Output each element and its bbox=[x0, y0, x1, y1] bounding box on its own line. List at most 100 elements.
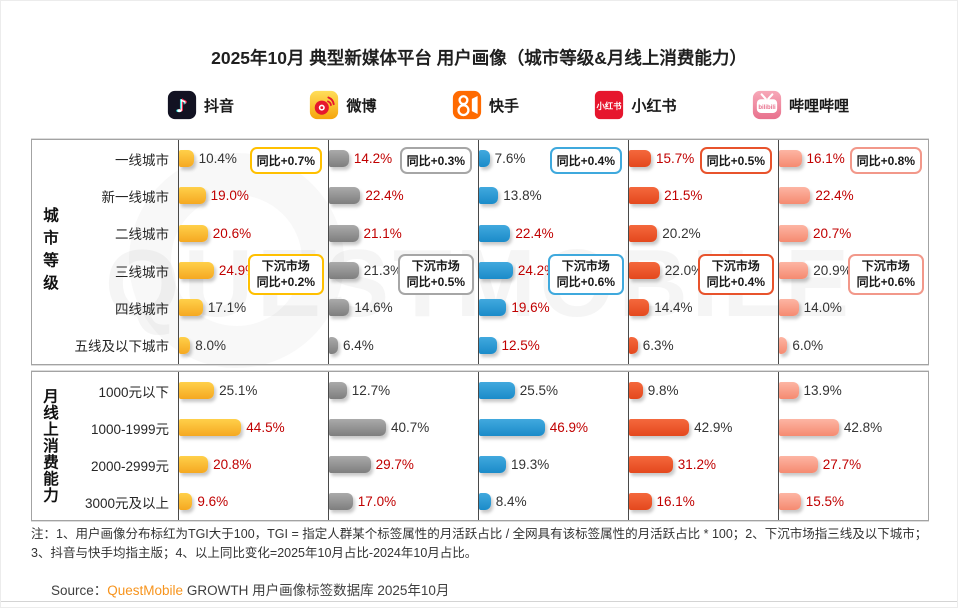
douyin-value: 44.5% bbox=[246, 420, 285, 435]
page-title: 2025年10月 典型新媒体平台 用户画像（城市等级&月线上消费能力） bbox=[211, 48, 747, 68]
row-labels: 一线城市 新一线城市 二线城市 三线城市 四线城市 五线及以下城市 bbox=[66, 140, 178, 364]
kuaishou-value: 46.9% bbox=[549, 420, 588, 435]
xiaohongshu-row: 6.3% bbox=[629, 327, 778, 364]
footnote: 注：1、用户画像分布标红为TGI大于100，TGI = 指定人群某个标签属性的月… bbox=[31, 527, 928, 560]
kuaishou-sink-badge: 下沉市场 同比+0.6% bbox=[547, 254, 624, 296]
douyin-row: 20.8% bbox=[179, 446, 328, 483]
weibo-bar bbox=[329, 336, 338, 354]
kuaishou-column: 25.5% 46.9% 19.3% 8.4% bbox=[478, 372, 628, 520]
xiaohongshu-value: 42.9% bbox=[694, 420, 733, 435]
douyin-row: 44.5% bbox=[179, 409, 328, 446]
row-label: 2000-2999元 bbox=[90, 458, 169, 474]
bilibili-bar bbox=[779, 187, 811, 205]
douyin-row: 20.6% bbox=[179, 215, 328, 252]
douyin-bar bbox=[179, 493, 193, 510]
douyin-bar bbox=[179, 382, 215, 399]
douyin-icon: ♪ ♪ ♪ bbox=[167, 90, 197, 120]
weibo-yoy-badge: 同比+0.3% bbox=[399, 147, 472, 174]
douyin-row: 24.9% bbox=[179, 252, 328, 289]
sink-badge-line1: 下沉市场 bbox=[261, 259, 310, 273]
kuaishou-value: 19.3% bbox=[511, 457, 550, 472]
kuaishou-bar bbox=[479, 419, 545, 436]
xiaohongshu-value: 9.8% bbox=[647, 383, 679, 398]
xiaohongshu-bar bbox=[629, 493, 652, 510]
xiaohongshu-column: 9.8% 42.9% 31.2% 16.1% bbox=[628, 372, 778, 520]
weibo-value: 6.4% bbox=[343, 337, 374, 353]
bilibili-bar bbox=[779, 493, 801, 510]
kuaishou-bar bbox=[479, 224, 511, 242]
sink-badge-line2: 同比+0.2% bbox=[256, 274, 315, 289]
kuaishou-value: 12.5% bbox=[501, 337, 540, 353]
bilibili-bar bbox=[779, 299, 799, 317]
sink-badge-line1: 下沉市场 bbox=[861, 259, 910, 273]
weibo-value: 29.7% bbox=[375, 457, 414, 472]
douyin-row: 9.6% bbox=[179, 483, 328, 520]
bilibili-row: 27.7% bbox=[779, 446, 928, 483]
platform-douyin: ♪ ♪ ♪ 抖音 bbox=[167, 90, 234, 120]
bilibili-row: 13.9% bbox=[779, 372, 928, 409]
xiaohongshu-value: 6.3% bbox=[642, 337, 674, 353]
bilibili-bar bbox=[779, 456, 818, 473]
weibo-bar bbox=[329, 456, 371, 473]
kuaishou-bar bbox=[479, 382, 515, 399]
kuaishou-value: 22.4% bbox=[515, 225, 554, 241]
sink-badge-line2: 同比+0.6% bbox=[556, 274, 615, 289]
weibo-row: 12.7% bbox=[329, 372, 478, 409]
xiaohongshu-value: 31.2% bbox=[677, 457, 716, 472]
weibo-bar bbox=[329, 493, 353, 510]
source-brand: QuestMobile bbox=[107, 583, 184, 598]
weibo-row: 22.4% bbox=[329, 177, 478, 214]
kuaishou-value: 13.8% bbox=[503, 188, 542, 204]
weibo-bar bbox=[329, 187, 361, 205]
douyin-bar bbox=[179, 262, 214, 280]
bilibili-value: 15.5% bbox=[805, 494, 844, 509]
section-label-spend: 月线上消费能力 bbox=[32, 372, 66, 520]
kuaishou-bar bbox=[479, 456, 506, 473]
weibo-row: 6.4% bbox=[329, 327, 478, 364]
kuaishou-yoy-badge: 同比+0.4% bbox=[549, 147, 622, 174]
bilibili-bar bbox=[779, 224, 808, 242]
weibo-column: 12.7% 40.7% 29.7% 17.0% bbox=[328, 372, 478, 520]
svg-text:bilibili: bilibili bbox=[758, 105, 776, 111]
platform-label: 微博 bbox=[346, 97, 377, 115]
section-label-text: 月线上消费能力 bbox=[41, 388, 58, 504]
bottom-divider bbox=[1, 601, 957, 602]
xiaohongshu-bar bbox=[629, 150, 651, 168]
bilibili-value: 20.7% bbox=[813, 225, 852, 241]
xiaohongshu-bar bbox=[629, 224, 658, 242]
bilibili-value: 22.4% bbox=[815, 188, 854, 204]
kuaishou-row: 12.5% bbox=[479, 327, 628, 364]
source-suffix: GROWTH 用户画像标签数据库 2025年10月 bbox=[183, 583, 450, 598]
kuaishou-bar bbox=[479, 336, 497, 354]
bilibili-bar bbox=[779, 336, 788, 354]
xiaohongshu-value: 21.5% bbox=[664, 188, 703, 204]
bilibili-bar bbox=[779, 419, 839, 436]
douyin-value: 10.4% bbox=[198, 151, 237, 167]
row-label: 三线城市 bbox=[115, 264, 169, 280]
kuaishou-icon bbox=[452, 90, 482, 120]
xiaohongshu-bar bbox=[629, 187, 660, 205]
douyin-sink-badge: 下沉市场 同比+0.2% bbox=[247, 254, 324, 296]
xiaohongshu-row: 20.2% bbox=[629, 215, 778, 252]
xiaohongshu-value: 15.7% bbox=[656, 151, 695, 167]
svg-text:♪: ♪ bbox=[177, 97, 188, 117]
platform-xiaohongshu: 小红书 小红书 bbox=[594, 90, 676, 120]
douyin-bar bbox=[179, 150, 194, 168]
weibo-value: 14.2% bbox=[353, 151, 393, 167]
douyin-row: 19.0% bbox=[179, 177, 328, 214]
yoy-badge-text: 同比+0.8% bbox=[856, 154, 915, 168]
yoy-badge-text: 同比+0.7% bbox=[256, 154, 315, 168]
sink-badge-line1: 下沉市场 bbox=[561, 259, 610, 273]
xiaohongshu-row: 21.5% bbox=[629, 177, 778, 214]
kuaishou-bar bbox=[479, 150, 490, 168]
kuaishou-row: 13.8% bbox=[479, 177, 628, 214]
weibo-icon bbox=[309, 90, 339, 120]
bilibili-column: 13.9% 42.8% 27.7% 15.5% bbox=[778, 372, 928, 520]
weibo-row: 21.3% bbox=[329, 252, 478, 289]
bilibili-value: 13.9% bbox=[803, 383, 842, 398]
douyin-row: 25.1% bbox=[179, 372, 328, 409]
row-label: 二线城市 bbox=[115, 227, 169, 243]
douyin-bar bbox=[179, 419, 242, 436]
kuaishou-row: 19.6% bbox=[479, 289, 628, 326]
douyin-value: 17.1% bbox=[207, 300, 247, 316]
